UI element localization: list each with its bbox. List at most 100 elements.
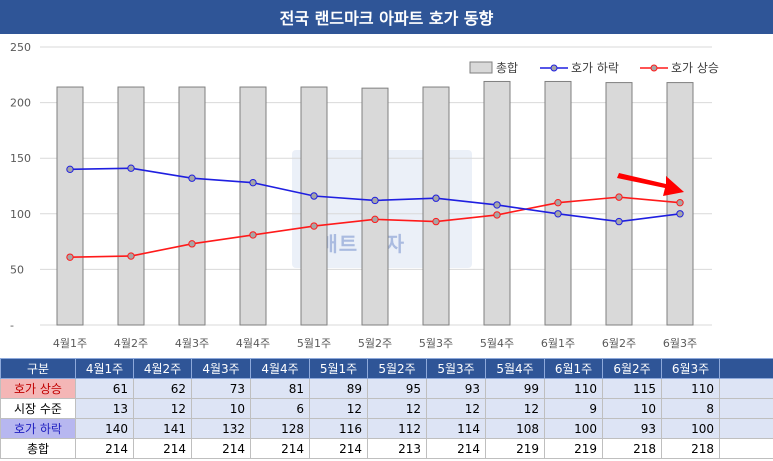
table-cell: 128 [250,418,310,439]
table-row-label: 호가 상승 [0,378,76,399]
rise-point [554,198,562,207]
table-row-label: 총합 [0,438,76,459]
bar-total [178,86,206,326]
table-cell: 62 [133,378,192,399]
fall-point [615,217,623,226]
y-tick-label: 150 [10,152,31,165]
table-cell: 12 [426,398,486,419]
table-cell: 12 [133,398,192,419]
chart-title: 전국 랜드마크 아파트 호가 동향 [0,0,773,34]
table-cell: 93 [426,378,486,399]
table-cell: 214 [133,438,192,459]
fall-point [432,194,440,202]
bar-total [605,82,633,326]
table-cell: 114 [426,418,486,439]
x-tick-label: 4월2주 [114,337,148,350]
table-cell: 214 [250,438,310,459]
table-blank-cell [719,358,773,379]
rise-point [127,252,135,260]
x-tick-label: 6월1주 [541,337,575,350]
table-blank-cell [719,418,773,439]
table-cell: 95 [367,378,427,399]
legend-swatch-total [469,61,493,74]
table-cell: 219 [485,438,545,459]
bar-total [422,86,450,326]
fall-point [188,174,196,182]
table-header-cell: 6월2주 [602,358,662,379]
table-cell: 108 [485,418,545,439]
table-row-label: 호가 하락 [0,418,76,439]
table-cell: 213 [367,438,427,459]
table-cell: 13 [75,398,134,419]
table-row-label: 시장 수준 [0,398,76,419]
bar-total [666,82,694,326]
table-cell: 100 [544,418,603,439]
table-header-cell: 4월4주 [250,358,310,379]
x-tick-label: 5월4주 [480,337,514,350]
table-row: 호가 상승 61 62 73 81 89 95 93 99 110 115 110 [0,378,773,399]
right-arrow-icon [617,173,684,196]
bar-total [361,87,389,326]
bar-total [300,86,328,326]
legend-marker-fall [550,64,558,72]
fall-point [127,164,135,172]
fall-point [554,210,562,218]
bar-total [117,86,145,326]
table-cell: 214 [191,438,251,459]
table-cell: 214 [75,438,134,459]
y-tick-label: 250 [10,41,31,54]
rise-point [188,240,196,248]
table-cell: 100 [661,418,720,439]
table-cell: 12 [309,398,368,419]
table-header-cell: 4월1주 [75,358,134,379]
y-tick-label: 100 [10,208,31,221]
table-cell: 6 [250,398,310,419]
legend-label-total: 총합 [496,61,518,75]
table-cell: 140 [75,418,134,439]
table-cell: 214 [309,438,368,459]
table-cell: 12 [485,398,545,419]
rise-point [615,193,623,201]
table-header-cell: 5월2주 [367,358,427,379]
x-tick-label: 5월2주 [358,337,392,350]
table-cell: 73 [191,378,251,399]
fall-point [676,210,684,218]
rise-point [66,253,74,261]
rise-point [676,198,684,207]
table-header-cell: 5월3주 [426,358,486,379]
fall-point [310,192,318,200]
table-header-cell: 4월2주 [133,358,192,379]
table-cell: 10 [191,398,251,419]
bar-total [239,86,267,326]
table-cell: 115 [602,378,662,399]
rise-point [249,231,257,239]
table-cell: 81 [250,378,310,399]
table-cell: 112 [367,418,427,439]
table-cell: 219 [544,438,603,459]
table-cell: 89 [309,378,368,399]
table-cell: 218 [602,438,662,459]
bar-total [56,86,84,326]
table-cell: 218 [661,438,720,459]
x-tick-label: 4월4주 [236,337,270,350]
y-tick-label: - [10,319,14,332]
table-cell: 99 [485,378,545,399]
x-tick-label: 5월1주 [297,337,331,350]
x-tick-label: 4월1주 [53,337,87,350]
table-blank-cell [719,438,773,459]
table-header-cell: 6월3주 [661,358,720,379]
rise-point [432,217,440,226]
table-blank-cell [719,378,773,399]
table-cell: 93 [602,418,662,439]
fall-point [493,201,501,209]
table-cell: 10 [602,398,662,419]
table-header-row: 구분 4월1주 4월2주 4월3주 4월4주 5월1주 5월2주 5월3주 5월4주 6월1주 6월… [0,358,773,379]
rise-point [493,211,501,219]
x-tick-label: 6월2주 [602,337,636,350]
data-table: 구분 4월1주 4월2주 4월3주 4월4주 5월1주 5월2주 5월3주 5월4주 6월1주 6월… [0,358,773,459]
table-header-cell: 5월4주 [485,358,545,379]
x-tick-label: 5월3주 [419,337,453,350]
chart-svg: - 50 100 150 200 250 4월1주 4월2주 4월3주 4월4주 5월1주 5월2주 5… [10,41,719,350]
rise-point [310,222,318,230]
table-cell: 61 [75,378,134,399]
